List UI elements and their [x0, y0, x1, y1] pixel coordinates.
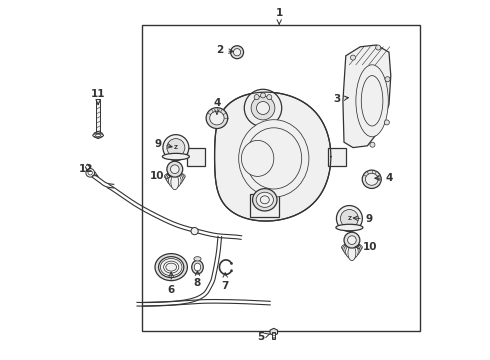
- Polygon shape: [215, 92, 331, 221]
- Circle shape: [230, 262, 233, 265]
- Text: 9: 9: [154, 139, 172, 149]
- Circle shape: [163, 135, 189, 161]
- Ellipse shape: [336, 224, 363, 231]
- Ellipse shape: [93, 134, 103, 137]
- Polygon shape: [187, 148, 205, 166]
- Ellipse shape: [256, 192, 273, 207]
- Text: 11: 11: [91, 89, 105, 104]
- Ellipse shape: [242, 140, 274, 176]
- Circle shape: [233, 49, 241, 56]
- Ellipse shape: [194, 257, 201, 261]
- Circle shape: [251, 96, 275, 120]
- Ellipse shape: [348, 246, 356, 261]
- Ellipse shape: [166, 172, 184, 183]
- Ellipse shape: [210, 111, 224, 125]
- Text: 7: 7: [221, 273, 229, 291]
- Ellipse shape: [160, 258, 182, 276]
- Text: Z: Z: [347, 216, 351, 221]
- Text: 9: 9: [353, 214, 373, 224]
- Circle shape: [88, 171, 92, 175]
- Text: 4: 4: [375, 173, 392, 183]
- Text: 4: 4: [213, 98, 220, 114]
- Ellipse shape: [169, 174, 181, 188]
- Text: 6: 6: [168, 272, 175, 295]
- Polygon shape: [270, 328, 277, 336]
- Ellipse shape: [252, 189, 277, 211]
- Ellipse shape: [194, 263, 201, 271]
- Text: 8: 8: [194, 271, 201, 288]
- Text: 12: 12: [78, 164, 98, 176]
- Ellipse shape: [239, 120, 309, 197]
- Bar: [272, 332, 275, 339]
- Circle shape: [261, 93, 266, 98]
- Circle shape: [370, 142, 375, 147]
- Circle shape: [385, 77, 390, 82]
- Circle shape: [167, 139, 185, 157]
- Ellipse shape: [362, 170, 381, 189]
- Circle shape: [341, 210, 358, 228]
- Circle shape: [245, 89, 282, 127]
- Ellipse shape: [171, 175, 179, 190]
- Text: Z: Z: [174, 145, 178, 150]
- Polygon shape: [94, 131, 102, 139]
- Circle shape: [191, 228, 198, 235]
- Bar: [97, 99, 100, 133]
- Circle shape: [167, 161, 183, 177]
- Ellipse shape: [361, 76, 383, 126]
- Ellipse shape: [260, 196, 270, 204]
- Polygon shape: [328, 148, 346, 166]
- Ellipse shape: [96, 134, 101, 136]
- Ellipse shape: [366, 173, 378, 185]
- Circle shape: [347, 236, 356, 244]
- Text: 10: 10: [355, 242, 377, 252]
- Ellipse shape: [342, 243, 363, 251]
- Ellipse shape: [166, 263, 176, 271]
- Text: 3: 3: [333, 94, 348, 104]
- Circle shape: [254, 95, 259, 100]
- Ellipse shape: [356, 65, 388, 137]
- Circle shape: [350, 55, 356, 60]
- Polygon shape: [250, 194, 279, 217]
- Circle shape: [344, 232, 360, 248]
- Ellipse shape: [343, 243, 361, 254]
- Circle shape: [267, 95, 272, 100]
- Ellipse shape: [159, 257, 184, 278]
- Circle shape: [337, 206, 363, 231]
- Circle shape: [86, 168, 95, 177]
- Text: 5: 5: [258, 332, 270, 342]
- Ellipse shape: [162, 153, 189, 160]
- Ellipse shape: [206, 108, 228, 129]
- Polygon shape: [343, 45, 391, 148]
- Circle shape: [171, 165, 179, 174]
- Text: 1: 1: [275, 8, 283, 24]
- Circle shape: [376, 45, 381, 50]
- Ellipse shape: [164, 261, 179, 273]
- Ellipse shape: [164, 172, 185, 180]
- Circle shape: [231, 46, 244, 59]
- Circle shape: [257, 102, 270, 114]
- Ellipse shape: [246, 128, 302, 189]
- Ellipse shape: [167, 173, 183, 186]
- Ellipse shape: [344, 244, 360, 257]
- Ellipse shape: [155, 253, 187, 281]
- Text: 2: 2: [216, 45, 233, 55]
- Circle shape: [230, 270, 233, 272]
- Bar: [143, 25, 419, 331]
- Circle shape: [384, 120, 390, 125]
- Ellipse shape: [192, 260, 203, 274]
- Text: 10: 10: [149, 171, 171, 181]
- Ellipse shape: [345, 244, 358, 259]
